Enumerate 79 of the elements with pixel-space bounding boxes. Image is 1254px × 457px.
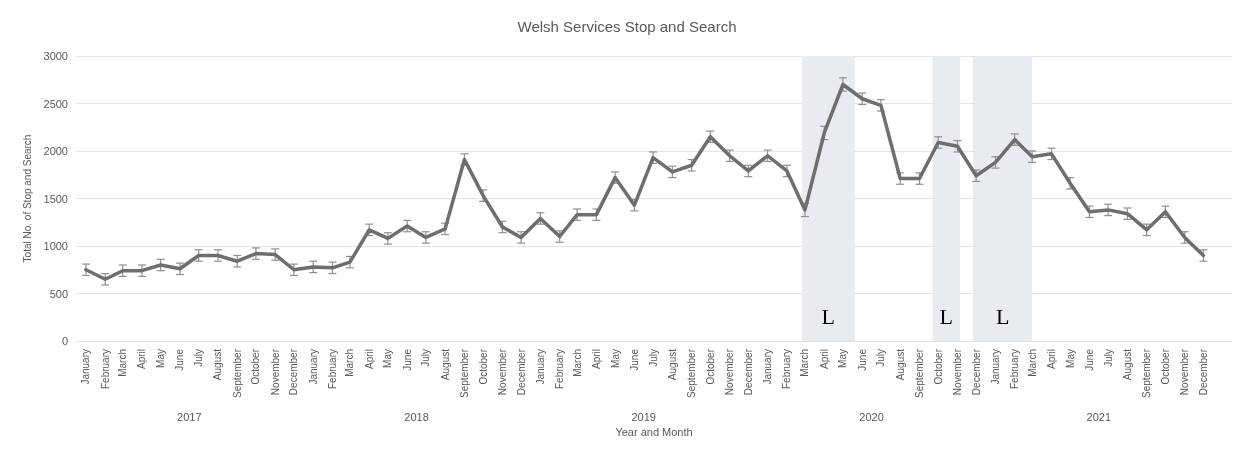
x-tick-label: August <box>1121 348 1133 381</box>
x-tick-label: April <box>363 349 375 370</box>
x-tick-label: November <box>496 348 508 396</box>
x-tick-label: December <box>742 348 754 396</box>
y-tick-label: 2000 <box>43 145 68 157</box>
x2-tick-label: 2019 <box>631 410 656 423</box>
x-tick-label: January <box>534 349 546 385</box>
x-tick-label: October <box>932 348 944 385</box>
x-tick-label: September <box>1141 348 1153 398</box>
x-tick-label: June <box>174 348 186 371</box>
x-tick-label: April <box>590 349 602 370</box>
x-tick-label: April <box>136 349 148 370</box>
x-axis-title: Year and Month <box>615 426 693 439</box>
x-tick-label: November <box>724 348 736 396</box>
x-tick-label: February <box>554 349 566 390</box>
x-tick-label: September <box>458 348 470 398</box>
x-tick-label: May <box>837 349 849 368</box>
x-tick-label: October <box>704 348 716 385</box>
x-tick-label: September <box>914 348 925 398</box>
x-tick-label: March <box>344 349 356 377</box>
x-tick-label: July <box>420 349 432 367</box>
x2-tick-label: 2017 <box>177 410 202 423</box>
x-tick-label: July <box>647 349 659 367</box>
y-tick-label: 1000 <box>43 240 68 252</box>
x-tick-label: June <box>856 348 868 371</box>
x-tick-label: October <box>250 348 262 385</box>
x-tick-label: August <box>894 348 906 381</box>
y-tick-label: 0 <box>61 335 68 347</box>
x-tick-label: November <box>1179 348 1191 396</box>
x2-tick-label: 2020 <box>859 410 884 423</box>
x-tick-label: February <box>99 349 111 390</box>
chart-title: Welsh Services Stop and Search <box>517 18 737 35</box>
x-tick-label: May <box>1064 349 1076 368</box>
x-tick-label: January <box>762 349 774 385</box>
y-tick-label: 2500 <box>43 97 68 110</box>
x-tick-label: November <box>951 348 963 396</box>
x-tick-label: July <box>193 349 205 367</box>
x-tick-label: April <box>1045 349 1057 370</box>
y-tick-label: 1500 <box>43 192 68 205</box>
x-tick-label: December <box>515 348 527 396</box>
x-tick-label: August <box>212 348 224 381</box>
x2-tick-label: 2021 <box>1086 410 1112 423</box>
x-tick-label: October <box>477 348 489 385</box>
band-label: L <box>995 303 1010 329</box>
x-tick-label: December <box>1197 348 1209 396</box>
x-tick-label: March <box>799 349 811 377</box>
x-tick-label: April <box>818 349 830 370</box>
y-tick-label: 3000 <box>43 50 68 62</box>
x-tick-label: January <box>80 349 92 385</box>
x-tick-label: May <box>155 349 167 368</box>
x-tick-label: May <box>382 349 394 368</box>
band-label: L <box>821 303 836 329</box>
x-tick-label: August <box>666 348 678 381</box>
x-tick-label: June <box>401 348 413 371</box>
x-tick-label: September <box>231 348 243 398</box>
band-label: L <box>939 303 953 329</box>
x-tick-label: August <box>439 348 451 381</box>
x-tick-label: September <box>686 348 698 398</box>
x-tick-label: January <box>307 349 319 385</box>
x-tick-label: January <box>989 349 1001 385</box>
y-axis-title: Total No. of Stop and Search <box>21 134 33 263</box>
x-tick-label: March <box>571 349 583 377</box>
x-tick-label: October <box>1159 348 1171 385</box>
x2-tick-label: 2018 <box>404 410 429 423</box>
y-tick-label: 500 <box>49 287 68 300</box>
x-tick-label: February <box>326 349 338 390</box>
x-tick-label: July <box>875 349 887 367</box>
x-tick-label: December <box>970 348 982 396</box>
x-tick-label: March <box>117 349 129 377</box>
x-tick-label: July <box>1102 349 1114 367</box>
x-tick-label: June <box>1083 348 1095 371</box>
line-series <box>84 82 1206 281</box>
x-tick-label: June <box>628 348 640 371</box>
x-tick-label: November <box>269 348 281 396</box>
x-tick-label: December <box>288 348 300 396</box>
x-tick-label: February <box>1009 349 1021 390</box>
x-tick-label: March <box>1026 349 1038 377</box>
x-tick-label: May <box>609 349 621 368</box>
x-tick-label: February <box>781 349 793 390</box>
